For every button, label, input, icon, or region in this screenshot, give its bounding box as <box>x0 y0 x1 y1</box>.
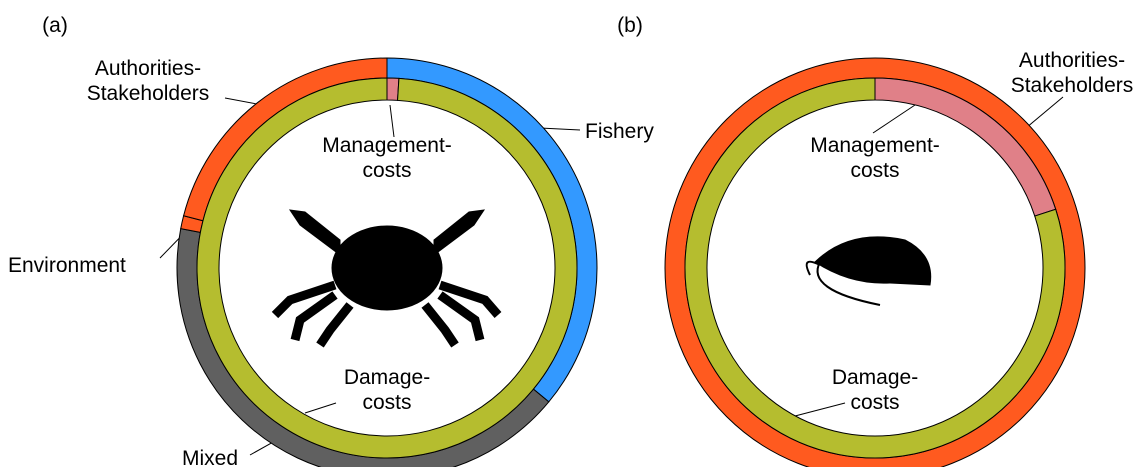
panel-label: (b) <box>617 14 643 37</box>
amphipod-silhouette <box>807 237 931 305</box>
label: Mixed <box>182 447 238 467</box>
leader-line <box>390 105 394 137</box>
figure: (b) Damage-costs Management-costs Authoriti… <box>0 0 1148 467</box>
leader-line <box>873 103 918 133</box>
label: Management-costs <box>322 134 452 182</box>
label: Authorities-Stakeholders <box>1011 49 1134 97</box>
label: Damage-costs <box>344 366 430 414</box>
label: Environment <box>8 254 126 277</box>
label: Authorities-Stakeholders <box>87 57 210 105</box>
crab-silhouette <box>275 210 498 345</box>
label: Damage-costs <box>832 366 918 414</box>
ring-segment <box>387 78 399 100</box>
panel-label: (a) <box>42 14 68 37</box>
label: Fishery <box>585 120 654 143</box>
leader-line <box>305 403 336 413</box>
label: Management-costs <box>810 134 940 182</box>
leader-line <box>795 403 845 416</box>
